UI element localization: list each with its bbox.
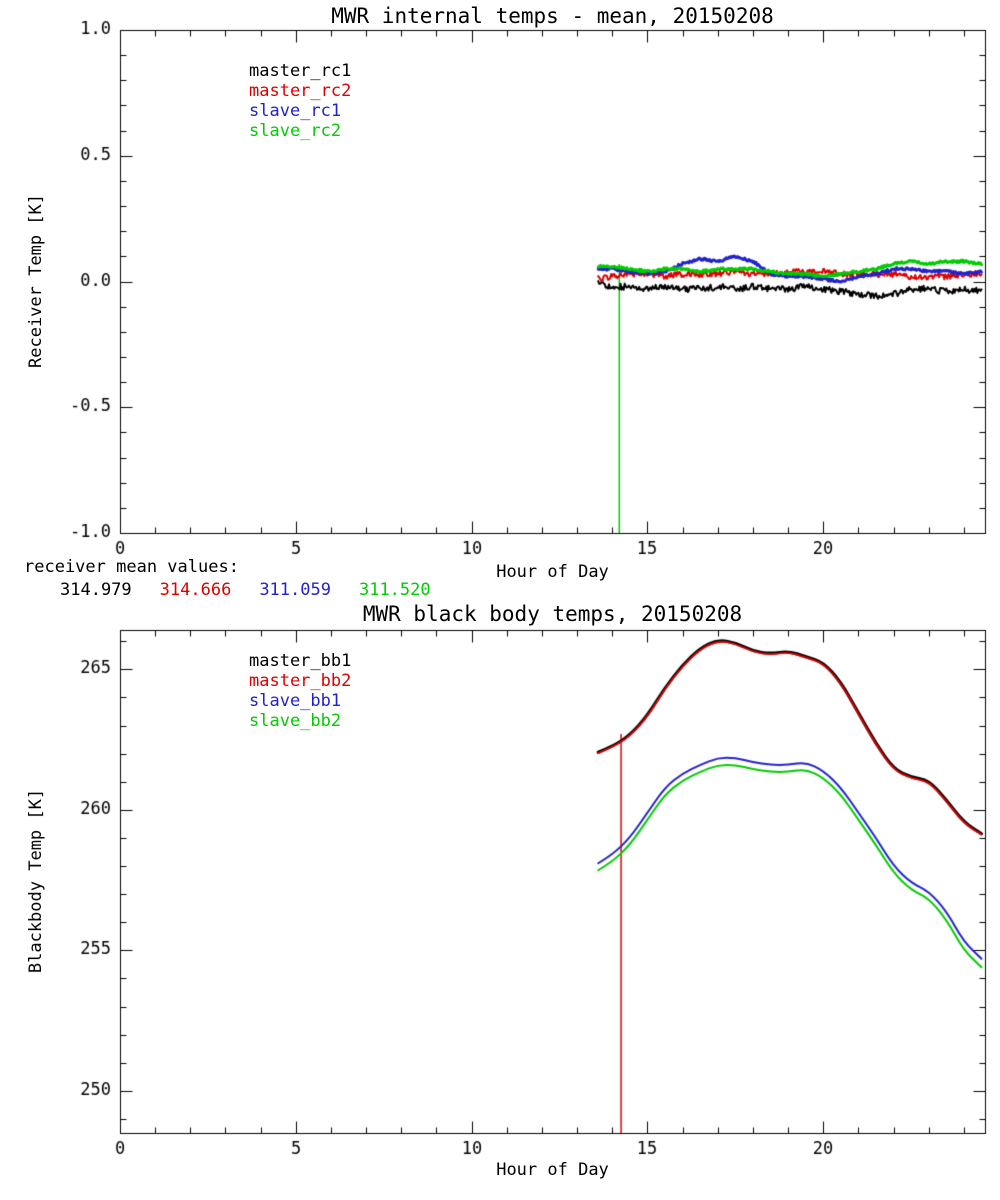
receiver-mean-values-label: receiver mean values:	[24, 557, 239, 577]
blackbody-legend: master_bb1 master_bb2 slave_bb1 slave_bb…	[249, 651, 351, 731]
legend-entry-master-rc2: master_rc2	[249, 81, 352, 101]
mean-value-master-rc1: 314.979	[60, 580, 132, 600]
blackbody-x-axis-label: Hour of Day	[496, 1160, 609, 1180]
legend-entry-slave-rc1: slave_rc1	[249, 101, 342, 121]
mean-value-slave-rc1: 311.059	[259, 580, 331, 600]
legend-entry-master-bb2: master_bb2	[249, 671, 352, 691]
blackbody-y-axis-label: Blackbody Temp [K]	[26, 788, 46, 974]
legend-entry-master-rc1: master_rc1	[249, 61, 352, 81]
receiver-temp-plot-canvas	[0, 0, 1000, 600]
legend-entry-slave-bb1: slave_bb1	[249, 691, 342, 711]
legend-entry-master-bb1: master_bb1	[249, 651, 352, 671]
receiver-mean-values: 314.979 314.666 311.059 311.520	[60, 580, 431, 600]
legend-entry-slave-rc2: slave_rc2	[249, 121, 342, 141]
blackbody-temp-plot-canvas	[0, 600, 1000, 1200]
mean-value-master-rc2: 314.666	[159, 580, 232, 600]
receiver-x-axis-label: Hour of Day	[496, 562, 609, 582]
receiver-y-axis-label: Receiver Temp [K]	[26, 194, 46, 368]
mean-value-slave-rc2: 311.520	[358, 580, 431, 600]
receiver-legend: master_rc1 master_rc2 slave_rc1 slave_rc…	[249, 61, 351, 141]
legend-entry-slave-bb2: slave_bb2	[249, 711, 342, 731]
